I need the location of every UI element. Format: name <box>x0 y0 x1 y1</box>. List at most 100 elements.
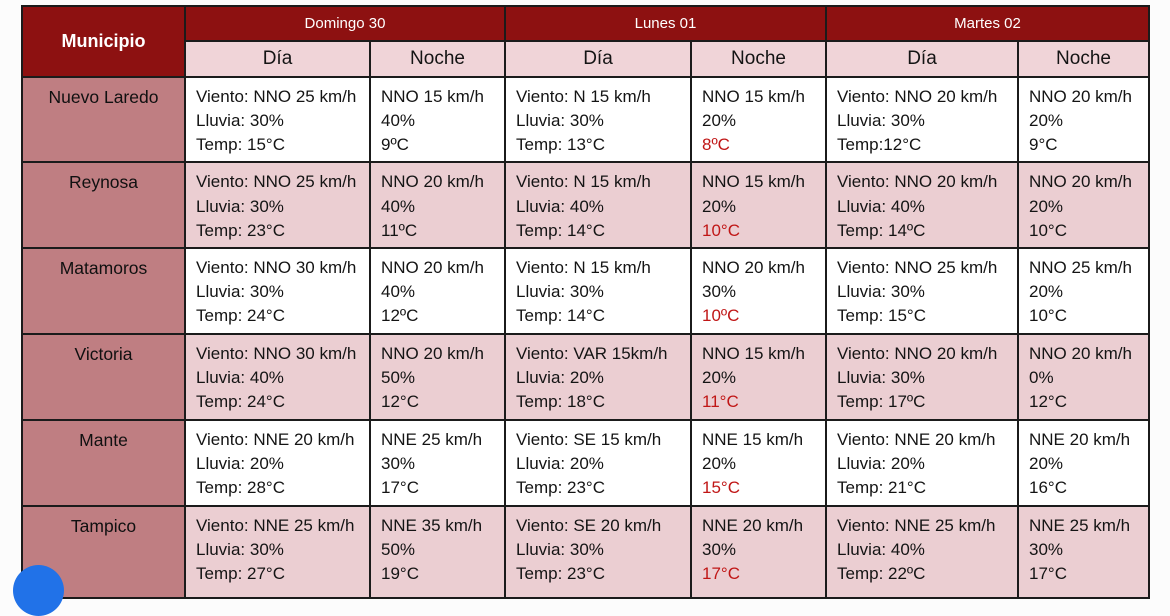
forecast-table-body: Nuevo Laredo Viento: NNO 25 km/h Lluvia: 3… <box>21 75 1150 599</box>
rain-value: 20% <box>702 367 737 387</box>
day-group-martes: Martes 02 <box>825 5 1150 42</box>
rain-value: Lluvia: 30% <box>516 281 604 301</box>
subheader-martes-dia: Día <box>825 40 1019 78</box>
municipio-header: Municipio <box>21 5 186 78</box>
forecast-cell: NNO 20 km/h 20% 9°C <box>1017 75 1150 164</box>
wind-value: Viento: SE 15 km/h <box>516 429 662 449</box>
municipio-cell: Mante <box>21 418 186 507</box>
temp-value: Temp: 17ºC <box>837 392 926 411</box>
wind-value: Viento: N 15 km/h <box>516 172 651 192</box>
temp-value: 17°C <box>381 478 419 497</box>
table-row: Reynosa Viento: NNO 25 km/h Lluvia: 30% Tem… <box>21 161 1150 249</box>
rain-value: 50% <box>381 539 416 559</box>
wind-value: NNO 20 km/h <box>381 172 484 192</box>
municipio-cell: Victoria <box>21 332 186 421</box>
table-row: Victoria Viento: NNO 30 km/h Lluvia: 40% Te… <box>21 332 1150 421</box>
wind-value: Viento: NNO 25 km/h <box>196 172 357 192</box>
wind-value: NNO 20 km/h <box>1029 172 1132 192</box>
rain-value: 40% <box>381 111 416 131</box>
temp-value: 15°C <box>702 478 740 497</box>
temp-value: Temp: 24°C <box>196 392 286 411</box>
forecast-cell: NNE 15 km/h 20% 15°C <box>690 418 827 507</box>
temp-value: 19°C <box>381 564 419 583</box>
wind-value: NNO 15 km/h <box>381 87 484 106</box>
rain-value: Lluvia: 30% <box>196 539 284 559</box>
wind-value: Viento: NNO 20 km/h <box>837 172 998 192</box>
rain-value: Lluvia: 30% <box>837 367 925 387</box>
temp-value: Temp: 14ºC <box>837 220 926 240</box>
municipio-cell: Matamoros <box>21 246 186 335</box>
wind-value: NNO 20 km/h <box>1029 87 1132 106</box>
day-group-domingo: Domingo 30 <box>184 5 506 42</box>
temp-value: Temp: 23°C <box>196 220 286 240</box>
forecast-cell: NNO 20 km/h 0% 12°C <box>1017 332 1150 421</box>
temp-value: 16°C <box>1029 478 1067 497</box>
temp-value: 17°C <box>1029 564 1067 583</box>
forecast-cell: Viento: N 15 km/h Lluvia: 30% Temp: 13°C <box>504 75 692 164</box>
rain-value: 20% <box>1029 196 1064 216</box>
temp-value: 10°C <box>1029 306 1067 325</box>
forecast-cell: NNO 15 km/h 40% 9ºC <box>369 75 506 164</box>
temp-value: Temp: 23°C <box>516 478 606 497</box>
temp-value: 9°C <box>1029 135 1058 155</box>
wind-value: Viento: SE 20 km/h <box>516 515 662 535</box>
temp-value: 10°C <box>702 220 740 240</box>
wind-value: Viento: NNO 20 km/h <box>837 343 998 363</box>
forecast-cell: NNO 20 km/h 20% 10°C <box>1017 161 1150 249</box>
forecast-cell: NNE 25 km/h 30% 17°C <box>369 418 506 507</box>
rain-value: Lluvia: 40% <box>837 539 925 559</box>
forecast-cell: Viento: NNE 20 km/h Lluvia: 20% Temp: 28°C <box>184 418 371 507</box>
forecast-cell: Viento: NNO 25 km/h Lluvia: 30% Temp: 15°C <box>184 75 371 164</box>
wind-value: NNE 25 km/h <box>381 429 483 449</box>
temp-value: Temp: 18°C <box>516 392 606 411</box>
temp-value: Temp: 24°C <box>196 306 286 325</box>
rain-value: 40% <box>381 196 416 216</box>
rain-value: 20% <box>702 111 737 131</box>
wind-value: NNE 20 km/h <box>1029 429 1131 449</box>
municipio-cell: Nuevo Laredo <box>21 75 186 164</box>
temp-value: 9ºC <box>381 135 409 155</box>
temp-value: 12°C <box>381 392 419 411</box>
blue-dot-overlay[interactable] <box>13 565 64 616</box>
table-row: Mante Viento: NNE 20 km/h Lluvia: 20% Temp:… <box>21 418 1150 507</box>
temp-value: 10°C <box>1029 220 1067 240</box>
forecast-cell: NNE 35 km/h 50% 19°C <box>369 504 506 599</box>
rain-value: 20% <box>1029 111 1064 131</box>
forecast-cell: NNE 25 km/h 30% 17°C <box>1017 504 1150 599</box>
forecast-cell: Viento: NNO 25 km/h Lluvia: 30% Temp: 23°C <box>184 161 371 249</box>
temp-value: Temp: 14°C <box>516 306 606 325</box>
temp-value: Temp:12°C <box>837 135 922 155</box>
wind-value: NNE 25 km/h <box>1029 515 1131 535</box>
temp-value: Temp: 15°C <box>837 306 927 325</box>
wind-value: Viento: NNE 25 km/h <box>837 515 996 535</box>
forecast-cell: Viento: NNE 20 km/h Lluvia: 20% Temp: 21°C <box>825 418 1019 507</box>
table-row: Matamoros Viento: NNO 30 km/h Lluvia: 30% T… <box>21 246 1150 335</box>
wind-value: Viento: NNE 20 km/h <box>196 429 355 449</box>
header-row-days: Municipio Domingo 30 Lunes 01 Martes 02 <box>21 5 1150 78</box>
forecast-cell: Viento: N 15 km/h Lluvia: 30% Temp: 14°C <box>504 246 692 335</box>
rain-value: Lluvia: 30% <box>516 539 604 559</box>
forecast-cell: NNO 15 km/h 20% 11°C <box>690 332 827 421</box>
temp-value: Temp: 23°C <box>516 564 606 583</box>
forecast-cell: Viento: N 15 km/h Lluvia: 40% Temp: 14°C <box>504 161 692 249</box>
rain-value: 20% <box>1029 453 1064 473</box>
rain-value: Lluvia: 30% <box>837 281 925 301</box>
temp-value: Temp: 28°C <box>196 478 286 497</box>
forecast-cell: NNO 15 km/h 20% 10°C <box>690 161 827 249</box>
temp-value: 8ºC <box>702 135 730 155</box>
forecast-cell: NNO 25 km/h 20% 10°C <box>1017 246 1150 335</box>
wind-value: NNO 20 km/h <box>381 257 484 277</box>
rain-value: Lluvia: 20% <box>516 367 604 387</box>
subheader-domingo-noche: Noche <box>369 40 506 78</box>
rain-value: 40% <box>381 281 416 301</box>
wind-value: NNO 20 km/h <box>381 343 484 363</box>
forecast-cell: Viento: NNO 25 km/h Lluvia: 30% Temp: 15°C <box>825 246 1019 335</box>
temp-value: 11°C <box>702 392 739 411</box>
wind-value: NNE 35 km/h <box>381 515 483 535</box>
table-row: Tampico Viento: NNE 25 km/h Lluvia: 30% Tem… <box>21 504 1150 599</box>
municipio-cell: Reynosa <box>21 161 186 249</box>
rain-value: Lluvia: 40% <box>516 196 604 216</box>
subheader-lunes-dia: Día <box>504 40 692 78</box>
forecast-cell: NNO 15 km/h 20% 8ºC <box>690 75 827 164</box>
temp-value: Temp: 22ºC <box>837 564 926 583</box>
